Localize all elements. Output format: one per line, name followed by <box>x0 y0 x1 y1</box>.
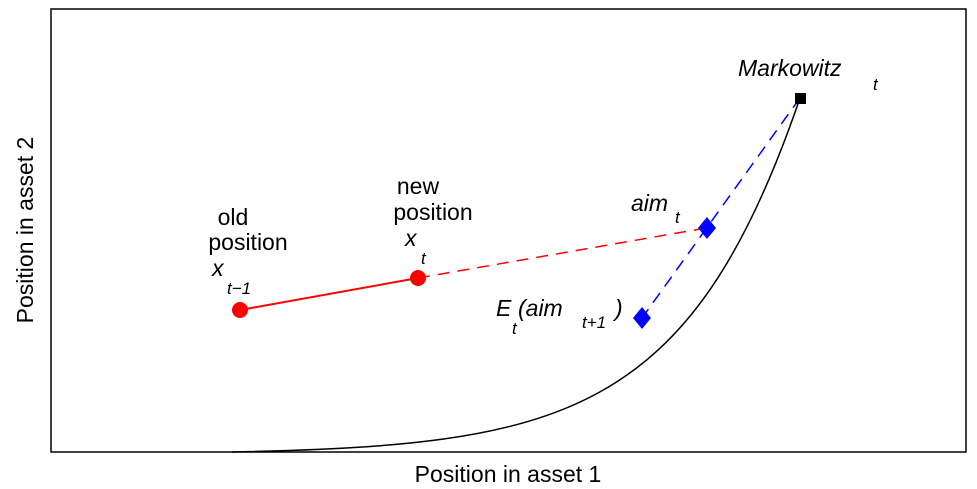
frontier-curve <box>231 97 801 453</box>
aim-point <box>698 217 716 239</box>
y-axis-label: Position in asset 2 <box>12 137 38 324</box>
plot-frame <box>50 8 967 453</box>
old-position-label-1: old <box>218 204 249 230</box>
trade-extension-line <box>417 227 707 279</box>
old-position-label-2: position <box>208 229 287 255</box>
markowitz-subscript: t <box>873 75 879 94</box>
old-position-subscript: t−1 <box>227 279 251 298</box>
aim-subscript: t <box>675 208 681 227</box>
x-axis-label: Position in asset 1 <box>415 461 602 487</box>
expected-aim-point <box>633 307 651 329</box>
aim-label: aim <box>631 190 668 216</box>
markowitz-label: Markowitz <box>738 55 842 81</box>
markowitz-point <box>795 93 806 104</box>
expected-aim-label-aim: (aim <box>518 295 563 321</box>
new-position-point <box>410 270 426 286</box>
old-position-point <box>232 302 248 318</box>
new-position-label-2: position <box>393 199 472 225</box>
trade-line <box>239 277 419 311</box>
aim-path-line <box>641 97 801 319</box>
expected-aim-subscript-t: t <box>512 319 518 338</box>
new-position-subscript: t <box>421 249 427 268</box>
new-position-symbol: x <box>404 225 418 251</box>
expected-aim-subscript-t1: t+1 <box>582 313 606 332</box>
expected-aim-label-e: E <box>496 295 512 321</box>
new-position-label-1: new <box>397 173 440 199</box>
old-position-symbol: x <box>211 255 225 281</box>
expected-aim-label-close: ) <box>612 295 623 321</box>
